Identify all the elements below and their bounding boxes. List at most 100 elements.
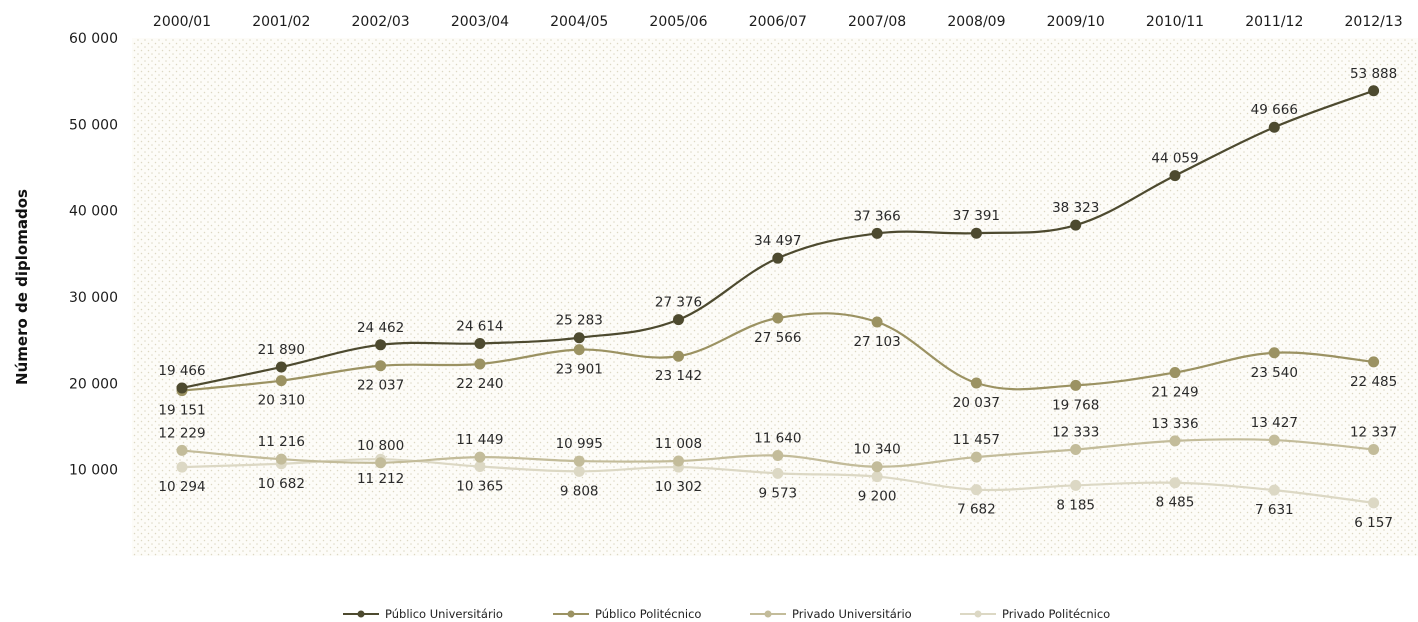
data-label: 7 682	[957, 502, 996, 518]
x-tick-label: 2008/09	[947, 14, 1005, 30]
data-point	[1169, 477, 1181, 489]
data-point	[772, 467, 784, 479]
data-label: 23 540	[1251, 365, 1298, 381]
data-point	[375, 457, 387, 469]
data-label: 27 566	[754, 330, 801, 346]
data-point	[772, 252, 784, 264]
legend-swatch-marker	[567, 610, 575, 618]
data-point	[871, 461, 883, 473]
legend-label: Público Politécnico	[595, 607, 701, 621]
data-label: 10 302	[655, 479, 702, 495]
data-point	[176, 444, 188, 456]
data-label: 21 249	[1151, 385, 1198, 401]
data-label: 7 631	[1255, 502, 1294, 518]
data-point	[176, 461, 188, 473]
x-tick-label: 2007/08	[848, 14, 906, 30]
data-label: 19 151	[158, 403, 205, 419]
data-point	[275, 361, 287, 373]
data-label: 11 449	[456, 432, 503, 448]
data-label: 10 294	[158, 479, 205, 495]
legend-item: Privado Universitário	[750, 607, 912, 621]
data-point	[1368, 443, 1380, 455]
data-point	[1169, 367, 1181, 379]
data-label: 12 337	[1350, 424, 1397, 440]
data-label: 10 682	[258, 476, 305, 492]
legend-item: Público Politécnico	[553, 607, 701, 621]
data-point	[176, 382, 188, 394]
data-point	[970, 227, 982, 239]
data-point	[1169, 435, 1181, 447]
legend-label: Privado Politécnico	[1002, 607, 1110, 621]
data-point	[1368, 497, 1380, 509]
x-tick-label: 2000/01	[153, 14, 211, 30]
x-tick-label: 2012/13	[1345, 14, 1403, 30]
legend-swatch-marker	[764, 610, 772, 618]
data-label: 19 466	[158, 363, 205, 379]
data-label: 6 157	[1354, 515, 1393, 531]
data-label: 8 185	[1056, 497, 1095, 513]
legend-item: Público Universitário	[343, 607, 503, 621]
data-point	[1368, 85, 1380, 97]
data-label: 9 808	[560, 483, 599, 499]
data-label: 12 333	[1052, 425, 1099, 441]
x-tick-label: 2004/05	[550, 14, 608, 30]
x-tick-label: 2005/06	[649, 14, 707, 30]
data-label: 10 340	[853, 442, 900, 458]
data-point	[871, 227, 883, 239]
data-label: 24 462	[357, 320, 404, 336]
y-tick-label: 30 000	[69, 290, 118, 306]
legend-label: Público Universitário	[385, 607, 503, 621]
x-tick-label: 2002/03	[352, 14, 410, 30]
data-label: 8 485	[1156, 495, 1195, 511]
data-point	[772, 450, 784, 462]
series-layer	[176, 85, 1380, 509]
data-label: 11 457	[953, 432, 1000, 448]
data-point	[573, 455, 585, 467]
data-point	[375, 339, 387, 351]
data-point	[871, 471, 883, 483]
data-point	[474, 337, 486, 349]
data-point	[1268, 484, 1280, 496]
data-point	[1070, 479, 1082, 491]
data-point	[673, 314, 684, 326]
data-label: 37 366	[853, 208, 900, 224]
data-point	[573, 465, 585, 477]
data-label: 22 240	[456, 376, 503, 392]
data-label: 23 142	[655, 368, 702, 384]
data-point	[1368, 356, 1380, 368]
y-tick-label: 20 000	[69, 376, 118, 392]
y-axis: 10 000 20 000 30 000 40 000 50 000 60 000	[69, 31, 118, 479]
data-point	[1070, 444, 1082, 456]
series-p-blico-universit-rio	[176, 85, 1380, 394]
data-point	[474, 358, 486, 370]
data-label: 11 640	[754, 431, 801, 447]
data-label: 27 103	[853, 334, 900, 350]
data-label: 10 800	[357, 438, 404, 454]
data-point	[673, 350, 684, 362]
data-label: 53 888	[1350, 66, 1397, 82]
data-point	[275, 453, 287, 465]
data-point	[1268, 347, 1280, 359]
data-point	[772, 312, 784, 324]
data-label: 24 614	[456, 318, 503, 334]
x-tick-label: 2011/12	[1245, 14, 1303, 30]
data-label: 25 283	[556, 313, 603, 329]
data-point	[871, 316, 883, 328]
legend: Público Universitário Público Politécnico…	[343, 607, 1110, 621]
x-axis: 2000/01 2001/02 2002/03 2003/04 2004/05 2005/…	[153, 14, 1403, 30]
data-label: 9 573	[758, 485, 797, 501]
data-point	[970, 451, 982, 463]
data-point	[573, 344, 585, 356]
data-point	[1268, 121, 1280, 133]
data-point	[573, 332, 585, 344]
data-point	[1268, 434, 1280, 446]
data-point	[673, 455, 684, 467]
y-tick-label: 10 000	[69, 463, 118, 479]
data-point	[1070, 219, 1082, 231]
data-label-layer: 19 466 21 890 24 462 24 614 25 283 27 376 34 4…	[158, 66, 1397, 531]
data-point	[275, 375, 287, 387]
y-tick-label: 40 000	[69, 204, 118, 220]
data-point	[375, 360, 387, 372]
